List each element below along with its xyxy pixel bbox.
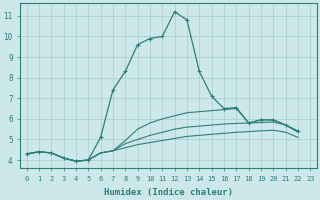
X-axis label: Humidex (Indice chaleur): Humidex (Indice chaleur)	[104, 188, 233, 197]
